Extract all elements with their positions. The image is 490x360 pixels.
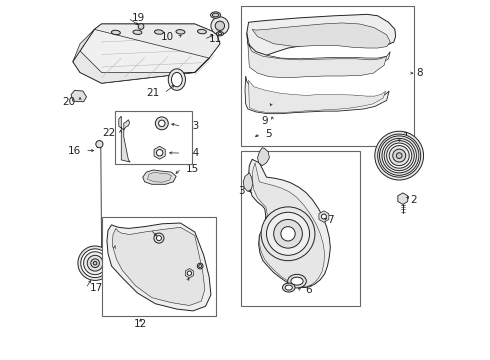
Text: 6: 6 xyxy=(305,285,312,296)
Polygon shape xyxy=(248,159,330,288)
Ellipse shape xyxy=(291,277,303,285)
Circle shape xyxy=(267,212,310,255)
Ellipse shape xyxy=(288,274,306,288)
Bar xyxy=(242,6,414,146)
Text: 22: 22 xyxy=(102,129,116,138)
Polygon shape xyxy=(252,23,390,48)
Text: 19: 19 xyxy=(132,13,146,23)
Circle shape xyxy=(199,265,201,267)
Polygon shape xyxy=(119,116,130,162)
Polygon shape xyxy=(248,44,387,78)
Ellipse shape xyxy=(154,30,163,34)
Circle shape xyxy=(78,246,112,280)
Circle shape xyxy=(87,255,103,271)
Circle shape xyxy=(396,153,402,158)
Polygon shape xyxy=(147,172,172,182)
Polygon shape xyxy=(73,51,209,83)
Circle shape xyxy=(382,138,416,173)
Ellipse shape xyxy=(197,30,206,34)
Text: 11: 11 xyxy=(208,35,221,44)
Text: 24: 24 xyxy=(186,148,199,158)
Circle shape xyxy=(378,134,421,177)
Polygon shape xyxy=(243,173,253,192)
Polygon shape xyxy=(107,223,211,311)
Circle shape xyxy=(393,149,406,162)
Circle shape xyxy=(154,233,164,243)
Polygon shape xyxy=(247,14,395,55)
Circle shape xyxy=(379,136,419,175)
Text: 9: 9 xyxy=(262,116,269,126)
Ellipse shape xyxy=(211,12,220,18)
Circle shape xyxy=(156,235,161,240)
Text: 17: 17 xyxy=(90,283,103,293)
Polygon shape xyxy=(245,76,389,114)
Circle shape xyxy=(187,271,192,275)
Polygon shape xyxy=(73,30,95,62)
Text: 16: 16 xyxy=(68,145,81,156)
Circle shape xyxy=(138,24,144,30)
Text: 14: 14 xyxy=(155,225,168,234)
Circle shape xyxy=(91,259,99,267)
Ellipse shape xyxy=(216,32,223,36)
Ellipse shape xyxy=(176,30,185,34)
Text: 5: 5 xyxy=(266,129,272,139)
Text: 12: 12 xyxy=(134,319,147,329)
Circle shape xyxy=(261,207,315,261)
Text: 3: 3 xyxy=(238,186,245,197)
Text: 20: 20 xyxy=(63,97,76,107)
Ellipse shape xyxy=(282,283,295,292)
Circle shape xyxy=(93,261,97,265)
Circle shape xyxy=(281,226,295,241)
Ellipse shape xyxy=(111,30,121,35)
Circle shape xyxy=(155,117,168,130)
Polygon shape xyxy=(112,227,205,306)
Polygon shape xyxy=(95,24,220,58)
Circle shape xyxy=(321,214,326,219)
Text: 13: 13 xyxy=(169,277,182,287)
Bar xyxy=(242,151,360,306)
Circle shape xyxy=(375,131,423,180)
Polygon shape xyxy=(73,24,220,83)
Circle shape xyxy=(156,149,163,156)
Circle shape xyxy=(387,143,412,168)
Ellipse shape xyxy=(168,69,186,90)
Circle shape xyxy=(384,140,414,171)
Text: 15: 15 xyxy=(186,163,199,174)
Circle shape xyxy=(215,21,224,31)
Circle shape xyxy=(84,252,107,275)
Text: 18: 18 xyxy=(119,243,132,253)
Polygon shape xyxy=(247,33,390,71)
Ellipse shape xyxy=(212,13,219,17)
Polygon shape xyxy=(143,170,176,184)
Circle shape xyxy=(96,140,103,148)
Text: 10: 10 xyxy=(161,32,174,42)
Ellipse shape xyxy=(172,72,182,87)
Ellipse shape xyxy=(133,30,142,35)
Text: 23: 23 xyxy=(186,121,199,131)
Circle shape xyxy=(197,263,203,269)
Circle shape xyxy=(389,145,409,166)
Polygon shape xyxy=(71,90,87,102)
Circle shape xyxy=(81,249,109,278)
Bar xyxy=(115,111,192,164)
Text: 7: 7 xyxy=(327,215,334,225)
Text: 1: 1 xyxy=(403,132,410,142)
Text: 2: 2 xyxy=(410,195,416,205)
Circle shape xyxy=(159,120,165,127)
Polygon shape xyxy=(252,163,324,287)
Bar xyxy=(102,217,216,316)
Polygon shape xyxy=(258,148,270,166)
Ellipse shape xyxy=(218,33,221,35)
Text: 4: 4 xyxy=(276,97,283,107)
Circle shape xyxy=(211,17,229,35)
Ellipse shape xyxy=(285,285,293,290)
Text: 8: 8 xyxy=(416,68,423,78)
Text: 21: 21 xyxy=(147,88,160,98)
Polygon shape xyxy=(248,80,386,113)
Circle shape xyxy=(274,220,302,248)
